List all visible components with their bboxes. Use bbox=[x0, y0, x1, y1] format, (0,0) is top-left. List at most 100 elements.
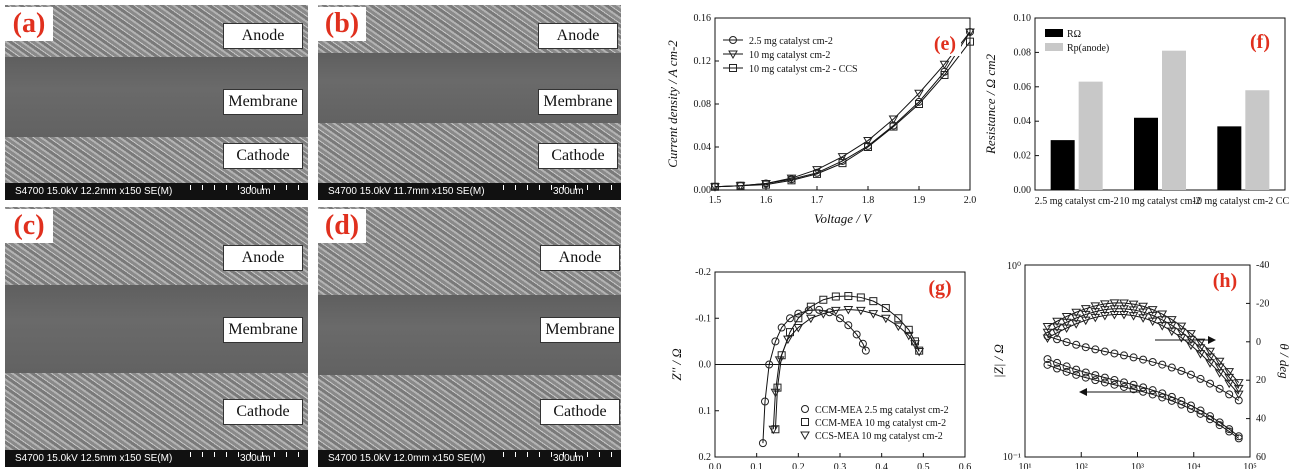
fit-line bbox=[772, 308, 920, 430]
data-point bbox=[1234, 432, 1243, 441]
legend-marker bbox=[728, 50, 738, 60]
x-tick-label: 10⁴ bbox=[1187, 462, 1201, 469]
data-point bbox=[1119, 305, 1129, 314]
y-tick-label: 0.06 bbox=[1014, 82, 1032, 93]
data-point bbox=[736, 181, 745, 190]
data-point bbox=[910, 340, 920, 349]
legend-swatch bbox=[1045, 29, 1063, 37]
x-tick-label: 0.6 bbox=[959, 462, 972, 469]
data-point bbox=[773, 383, 782, 392]
data-point bbox=[863, 137, 873, 146]
data-point bbox=[1119, 299, 1129, 308]
y-tick-label: 0.02 bbox=[1014, 151, 1032, 162]
data-point bbox=[843, 305, 854, 315]
x-category-label: 10 mg catalyst cm-2 CCS bbox=[1192, 196, 1289, 207]
legend-label: CCM-MEA 10 mg catalyst cm-2 bbox=[815, 418, 946, 429]
data-point bbox=[1233, 390, 1244, 400]
data-point bbox=[844, 321, 853, 330]
data-point bbox=[1224, 373, 1235, 383]
scale-ticks bbox=[503, 452, 621, 457]
membrane-label: Membrane bbox=[223, 317, 303, 343]
data-point bbox=[869, 297, 878, 306]
y-tick-label: 0.12 bbox=[694, 56, 712, 67]
sem-scale: 300um bbox=[553, 453, 584, 464]
panel-label-bg bbox=[924, 276, 956, 300]
data-point bbox=[1176, 322, 1187, 332]
data-point bbox=[1062, 338, 1071, 347]
data-point bbox=[1177, 396, 1186, 405]
data-point bbox=[765, 360, 774, 369]
data-point bbox=[758, 439, 767, 448]
y-tick-label: 0.00 bbox=[1014, 185, 1032, 196]
data-point bbox=[868, 310, 879, 319]
scale-ticks bbox=[503, 185, 621, 190]
data-point bbox=[819, 295, 828, 304]
data-point bbox=[856, 293, 865, 302]
data-point bbox=[864, 143, 872, 151]
data-point bbox=[1214, 369, 1225, 378]
panel-label: (e) bbox=[934, 33, 956, 55]
x-category-label: 10 mg catalyst cm-2 bbox=[1119, 196, 1200, 207]
y-tick-label: 0.08 bbox=[1014, 47, 1032, 58]
panel-label: (g) bbox=[928, 277, 951, 299]
data-point bbox=[1100, 378, 1109, 387]
data-point bbox=[1081, 343, 1090, 352]
data-point bbox=[1100, 311, 1110, 321]
data-point bbox=[1148, 386, 1157, 395]
data-point bbox=[1195, 338, 1206, 348]
x-tick-label: 1.9 bbox=[913, 195, 926, 206]
sem-scale: 300um bbox=[240, 453, 271, 464]
data-point bbox=[1166, 321, 1177, 331]
bar bbox=[1217, 126, 1242, 190]
data-point bbox=[1158, 393, 1167, 402]
panel-label: (c) bbox=[5, 209, 53, 243]
arrow-left-head bbox=[1079, 388, 1087, 396]
data-point bbox=[903, 331, 914, 341]
data-point bbox=[1042, 328, 1053, 338]
bar bbox=[1245, 90, 1270, 190]
data-point bbox=[1062, 362, 1071, 371]
data-point bbox=[1052, 323, 1062, 333]
data-point bbox=[836, 314, 844, 323]
y2-tick-label: -40 bbox=[1256, 260, 1269, 271]
data-point bbox=[1071, 308, 1082, 318]
data-point bbox=[1128, 312, 1139, 321]
panel-label-bg bbox=[1244, 30, 1276, 54]
data-point bbox=[1072, 370, 1081, 379]
y2-tick-label: 0 bbox=[1256, 337, 1261, 348]
data-point bbox=[940, 70, 949, 79]
x-tick-label: 10² bbox=[1075, 462, 1088, 469]
data-point bbox=[1166, 316, 1177, 325]
data-point bbox=[1109, 299, 1120, 308]
sem-info-bar: S4700 15.0kV 11.7mm x150 SE(M) 300um bbox=[318, 183, 621, 200]
data-point bbox=[1139, 383, 1148, 392]
data-point bbox=[1120, 382, 1128, 391]
x-tick-label: 0.3 bbox=[834, 462, 847, 469]
data-point bbox=[1061, 318, 1072, 328]
panel-label-bg bbox=[1209, 269, 1241, 293]
data-point bbox=[1138, 308, 1148, 318]
legend-label: 10 mg catalyst cm-2 bbox=[749, 50, 830, 61]
bar bbox=[1162, 50, 1186, 191]
y2-tick-label: -20 bbox=[1256, 298, 1269, 309]
plot-frame-f bbox=[1034, 17, 1286, 191]
x-tick-label: 10⁵ bbox=[1243, 462, 1257, 469]
x-tick-label: 1.6 bbox=[760, 195, 773, 206]
y-tick-label: 0.1 bbox=[699, 406, 712, 417]
data-point bbox=[894, 314, 903, 323]
data-point bbox=[1110, 380, 1119, 389]
data-point bbox=[1186, 341, 1196, 351]
data-point bbox=[1129, 353, 1138, 362]
data-point bbox=[1177, 366, 1186, 375]
data-point bbox=[1090, 313, 1101, 323]
x-tick-label: 1.7 bbox=[811, 195, 824, 206]
legend-label: Rp(anode) bbox=[1067, 43, 1109, 54]
data-point bbox=[1110, 349, 1119, 358]
data-point bbox=[1042, 322, 1053, 332]
x-tick-label: 10³ bbox=[1131, 462, 1144, 469]
legend-label: 10 mg catalyst cm-2 - CCS bbox=[749, 64, 858, 75]
x-tick-label: 0.1 bbox=[750, 462, 763, 469]
data-point bbox=[786, 314, 794, 323]
data-point bbox=[1225, 390, 1234, 399]
